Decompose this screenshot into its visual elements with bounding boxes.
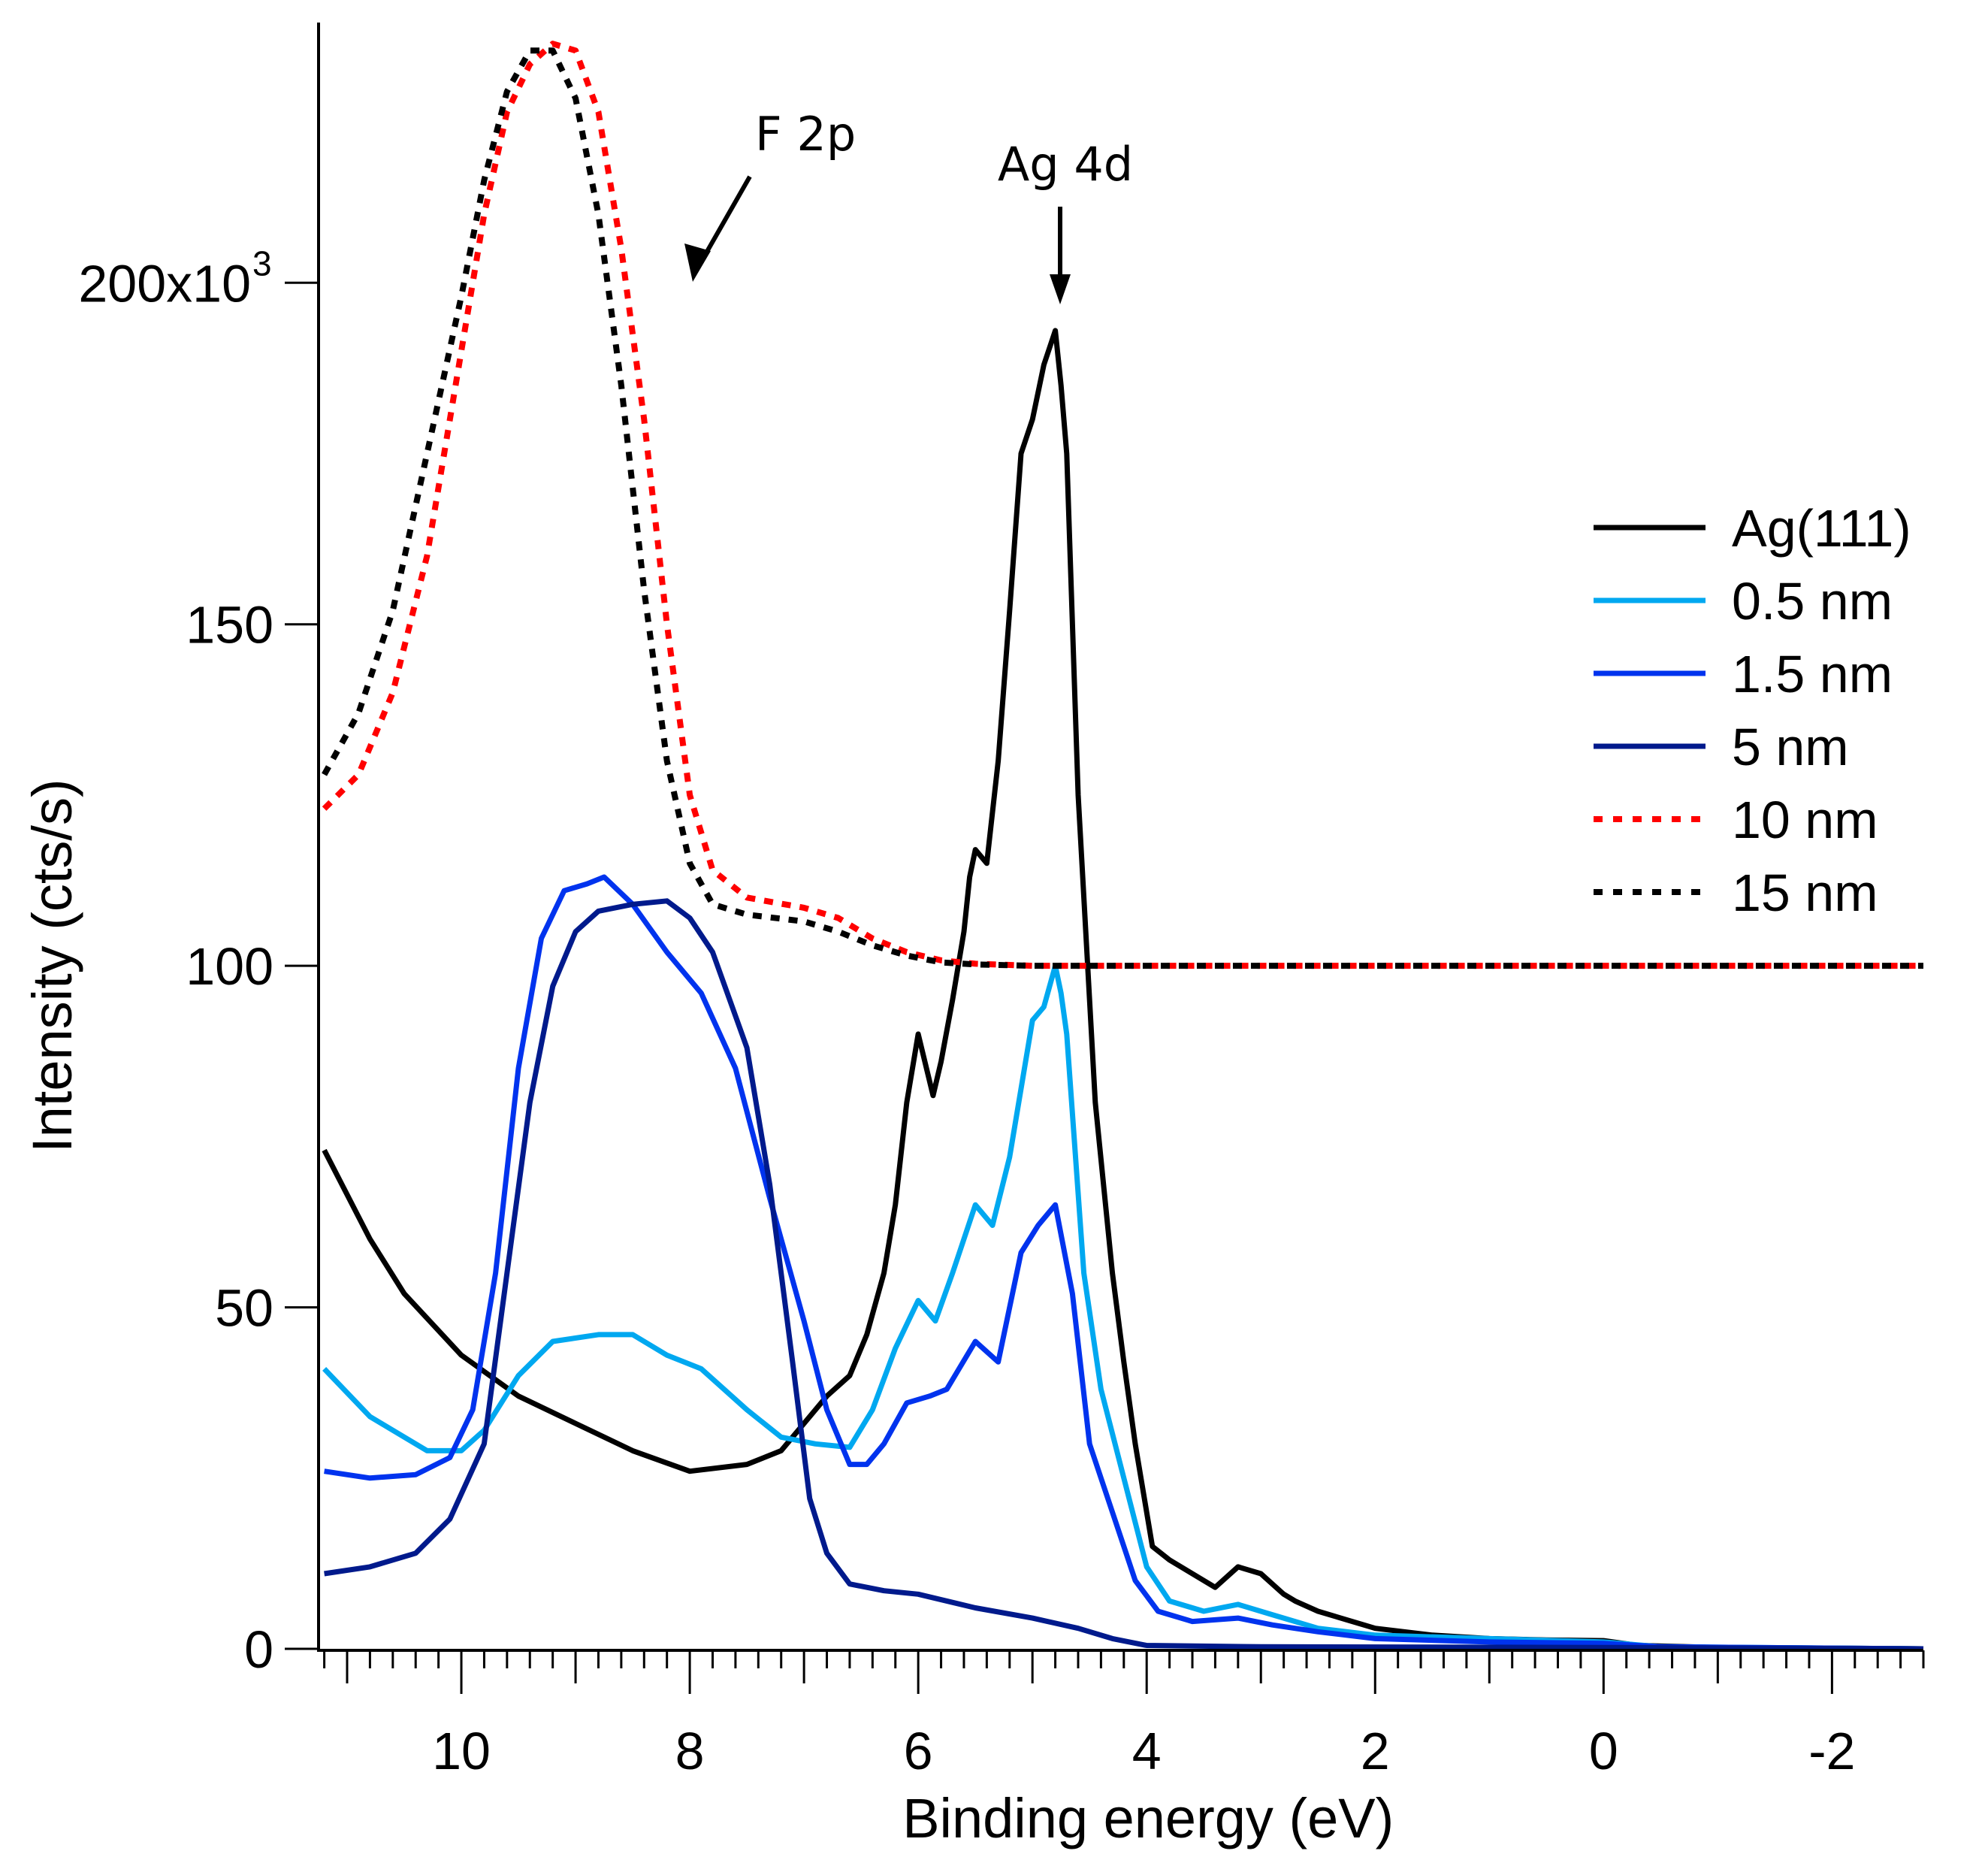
series-layer bbox=[322, 41, 1924, 1652]
axes bbox=[317, 23, 1923, 1652]
ticks: 10 8 6 4 2 0 -2 0 50 100 150 200x10 3 bbox=[78, 243, 1925, 1780]
annotations: F 2p Ag 4d bbox=[684, 107, 1133, 304]
x-tick-label: 4 bbox=[1132, 1722, 1162, 1780]
x-tick-label: 2 bbox=[1361, 1722, 1390, 1780]
y-tick-label: 200x10 bbox=[78, 254, 251, 313]
x-tick-label: 10 bbox=[432, 1722, 491, 1780]
series-line-1-5-nm bbox=[324, 874, 1924, 1652]
series-line-5-nm bbox=[324, 898, 1924, 1652]
y-tick-exponent: 3 bbox=[252, 243, 272, 283]
series-line-15-nm bbox=[322, 47, 1923, 969]
annotation-ag4d-label: Ag 4d bbox=[998, 137, 1133, 192]
series-line-0-5-nm bbox=[322, 963, 1924, 1652]
x-tick-label: 8 bbox=[675, 1722, 705, 1780]
legend-label: 15 nm bbox=[1732, 863, 1878, 922]
x-axis-title: Binding energy (eV) bbox=[902, 1787, 1394, 1849]
annotation-f2p-arrowhead bbox=[684, 243, 711, 282]
legend-label: 5 nm bbox=[1732, 718, 1849, 776]
legend: Ag(111) 0.5 nm 1.5 nm 5 nm 10 nm 15 nm bbox=[1594, 499, 1911, 922]
series-line-10-nm bbox=[322, 41, 1923, 969]
annotation-f2p-label: F 2p bbox=[755, 107, 856, 162]
annotation-f2p-arrow bbox=[702, 175, 752, 257]
x-tick-label: -2 bbox=[1808, 1722, 1855, 1780]
x-tick-label: 0 bbox=[1589, 1722, 1618, 1780]
legend-label: 0.5 nm bbox=[1732, 572, 1893, 631]
legend-label: 1.5 nm bbox=[1732, 645, 1893, 703]
legend-label: Ag(111) bbox=[1732, 499, 1911, 558]
y-tick-label: 0 bbox=[244, 1620, 273, 1679]
y-tick-label: 100 bbox=[186, 937, 273, 996]
legend-label: 10 nm bbox=[1732, 791, 1878, 849]
y-tick-label: 50 bbox=[215, 1279, 273, 1338]
x-tick-label: 6 bbox=[904, 1722, 933, 1780]
series-line-ag-111- bbox=[322, 328, 1924, 1652]
y-tick-label: 150 bbox=[186, 596, 273, 655]
y-axis-title: Intensity (cts/s) bbox=[21, 779, 83, 1153]
annotation-ag4d-arrowhead bbox=[1050, 274, 1071, 304]
